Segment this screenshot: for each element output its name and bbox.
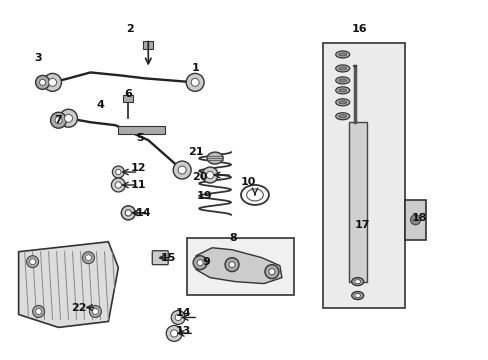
Text: 19: 19 — [196, 191, 211, 201]
Text: 9: 9 — [202, 257, 210, 267]
Circle shape — [112, 166, 124, 178]
Circle shape — [175, 314, 181, 321]
Bar — [404, 200, 426, 240]
Circle shape — [202, 167, 218, 183]
FancyBboxPatch shape — [152, 251, 168, 265]
Text: 14: 14 — [135, 208, 151, 218]
Bar — [143, 41, 153, 49]
Circle shape — [197, 260, 203, 266]
Circle shape — [178, 166, 186, 174]
Text: 16: 16 — [351, 24, 367, 33]
Text: 10: 10 — [240, 177, 255, 187]
Ellipse shape — [338, 89, 346, 92]
Circle shape — [36, 309, 41, 315]
Circle shape — [111, 178, 125, 192]
Text: 17: 17 — [354, 220, 369, 230]
Ellipse shape — [335, 87, 349, 94]
Ellipse shape — [338, 101, 346, 104]
Bar — [187, 238, 293, 294]
Circle shape — [264, 265, 278, 279]
Circle shape — [171, 310, 185, 324]
Circle shape — [116, 169, 121, 175]
Circle shape — [193, 256, 207, 270]
Ellipse shape — [338, 67, 346, 70]
Ellipse shape — [338, 115, 346, 118]
Circle shape — [115, 182, 121, 188]
Circle shape — [191, 78, 199, 86]
Text: 13: 13 — [175, 327, 190, 336]
Circle shape — [33, 306, 44, 318]
Circle shape — [48, 78, 57, 86]
Circle shape — [43, 73, 61, 91]
Text: 11: 11 — [130, 180, 146, 190]
Text: 2: 2 — [126, 24, 134, 33]
Ellipse shape — [335, 113, 349, 120]
Circle shape — [121, 206, 135, 220]
Circle shape — [125, 210, 131, 216]
Text: 5: 5 — [136, 133, 144, 143]
Circle shape — [92, 309, 98, 315]
Circle shape — [82, 252, 94, 264]
Bar — [322, 42, 404, 307]
Ellipse shape — [338, 53, 346, 56]
Ellipse shape — [335, 51, 349, 58]
Ellipse shape — [338, 79, 346, 82]
Text: 4: 4 — [96, 100, 104, 110]
Circle shape — [85, 255, 91, 261]
Circle shape — [170, 330, 178, 337]
Text: 18: 18 — [411, 213, 427, 223]
Text: 6: 6 — [124, 89, 132, 99]
Circle shape — [55, 117, 62, 124]
Circle shape — [50, 112, 66, 128]
Ellipse shape — [335, 77, 349, 84]
Circle shape — [121, 206, 135, 220]
Circle shape — [26, 256, 39, 268]
Ellipse shape — [335, 65, 349, 72]
Bar — [348, 122, 366, 282]
Circle shape — [224, 258, 239, 272]
Ellipse shape — [335, 99, 349, 106]
Circle shape — [228, 262, 235, 268]
Text: 14: 14 — [175, 309, 191, 319]
Bar — [123, 95, 133, 102]
Text: 8: 8 — [229, 233, 236, 243]
Ellipse shape — [351, 292, 363, 300]
Ellipse shape — [354, 293, 360, 298]
Ellipse shape — [207, 152, 223, 164]
Polygon shape — [196, 248, 281, 284]
Bar — [118, 126, 165, 134]
Circle shape — [36, 75, 49, 89]
Circle shape — [89, 306, 101, 318]
Circle shape — [173, 161, 191, 179]
Ellipse shape — [354, 280, 360, 284]
Text: 21: 21 — [188, 147, 203, 157]
Circle shape — [268, 269, 274, 275]
Text: 15: 15 — [160, 253, 176, 263]
Polygon shape — [19, 242, 118, 328]
Ellipse shape — [351, 278, 363, 285]
Circle shape — [64, 114, 72, 122]
Circle shape — [166, 325, 182, 341]
Circle shape — [206, 171, 213, 179]
Text: 20: 20 — [192, 172, 207, 182]
Circle shape — [186, 73, 203, 91]
Circle shape — [125, 210, 131, 216]
Circle shape — [40, 80, 45, 85]
Circle shape — [30, 259, 36, 265]
Circle shape — [410, 215, 420, 225]
Text: 7: 7 — [55, 115, 62, 125]
Text: 12: 12 — [130, 163, 146, 173]
Text: 22: 22 — [71, 302, 86, 312]
Text: 1: 1 — [191, 63, 199, 73]
Circle shape — [60, 109, 77, 127]
Text: 3: 3 — [35, 54, 42, 63]
